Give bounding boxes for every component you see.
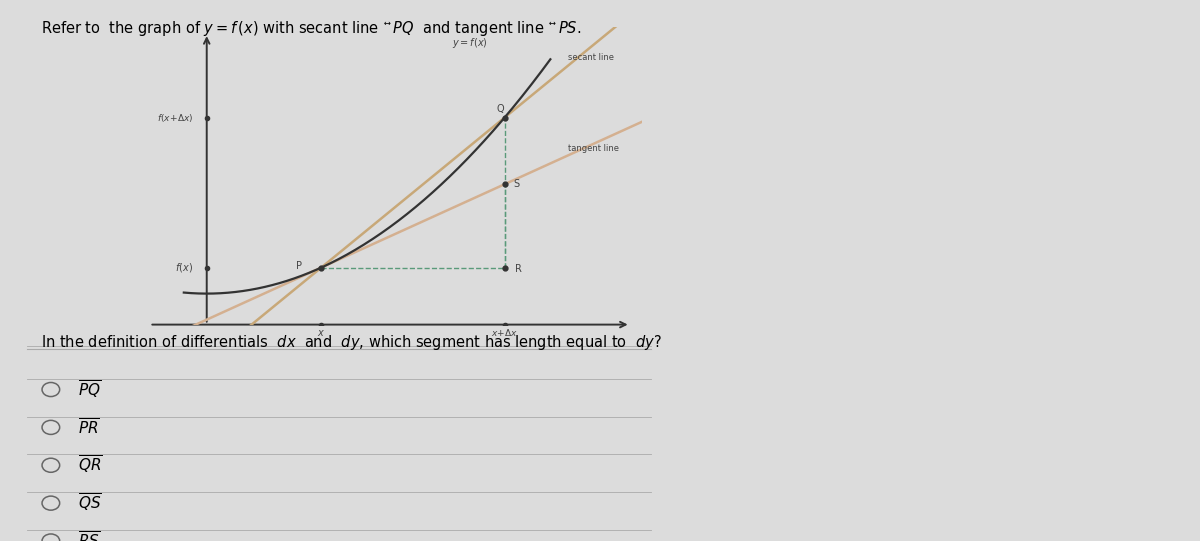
Text: Refer to  the graph of $y = f\,(x)$ with secant line  $\overleftrightarrow{PQ}$ : Refer to the graph of $y = f\,(x)$ with …: [41, 19, 581, 38]
Text: $x$: $x$: [317, 328, 325, 338]
Text: $\overline{QS}$: $\overline{QS}$: [78, 492, 102, 514]
Text: $\overline{QR}$: $\overline{QR}$: [78, 454, 102, 476]
Text: R: R: [515, 264, 522, 274]
Text: tangent line: tangent line: [568, 144, 618, 153]
Text: $f(x)$: $f(x)$: [175, 261, 193, 274]
Text: $\overline{PQ}$: $\overline{PQ}$: [78, 379, 101, 400]
Text: Q: Q: [497, 104, 504, 114]
Text: In the definition of differentials  $dx$  and  $dy$, which segment has length eq: In the definition of differentials $dx$ …: [41, 333, 661, 352]
Text: $f(x\!+\!\Delta x)$: $f(x\!+\!\Delta x)$: [157, 111, 193, 123]
Text: $y = f(x)$: $y = f(x)$: [452, 36, 488, 50]
Text: P: P: [296, 261, 302, 272]
Text: secant line: secant line: [568, 53, 613, 62]
Text: S: S: [514, 179, 520, 189]
Text: $\overline{RS}$: $\overline{RS}$: [78, 531, 101, 541]
Text: $\overline{PR}$: $\overline{PR}$: [78, 417, 100, 438]
Text: $x\!+\!\Delta x$: $x\!+\!\Delta x$: [491, 327, 518, 338]
